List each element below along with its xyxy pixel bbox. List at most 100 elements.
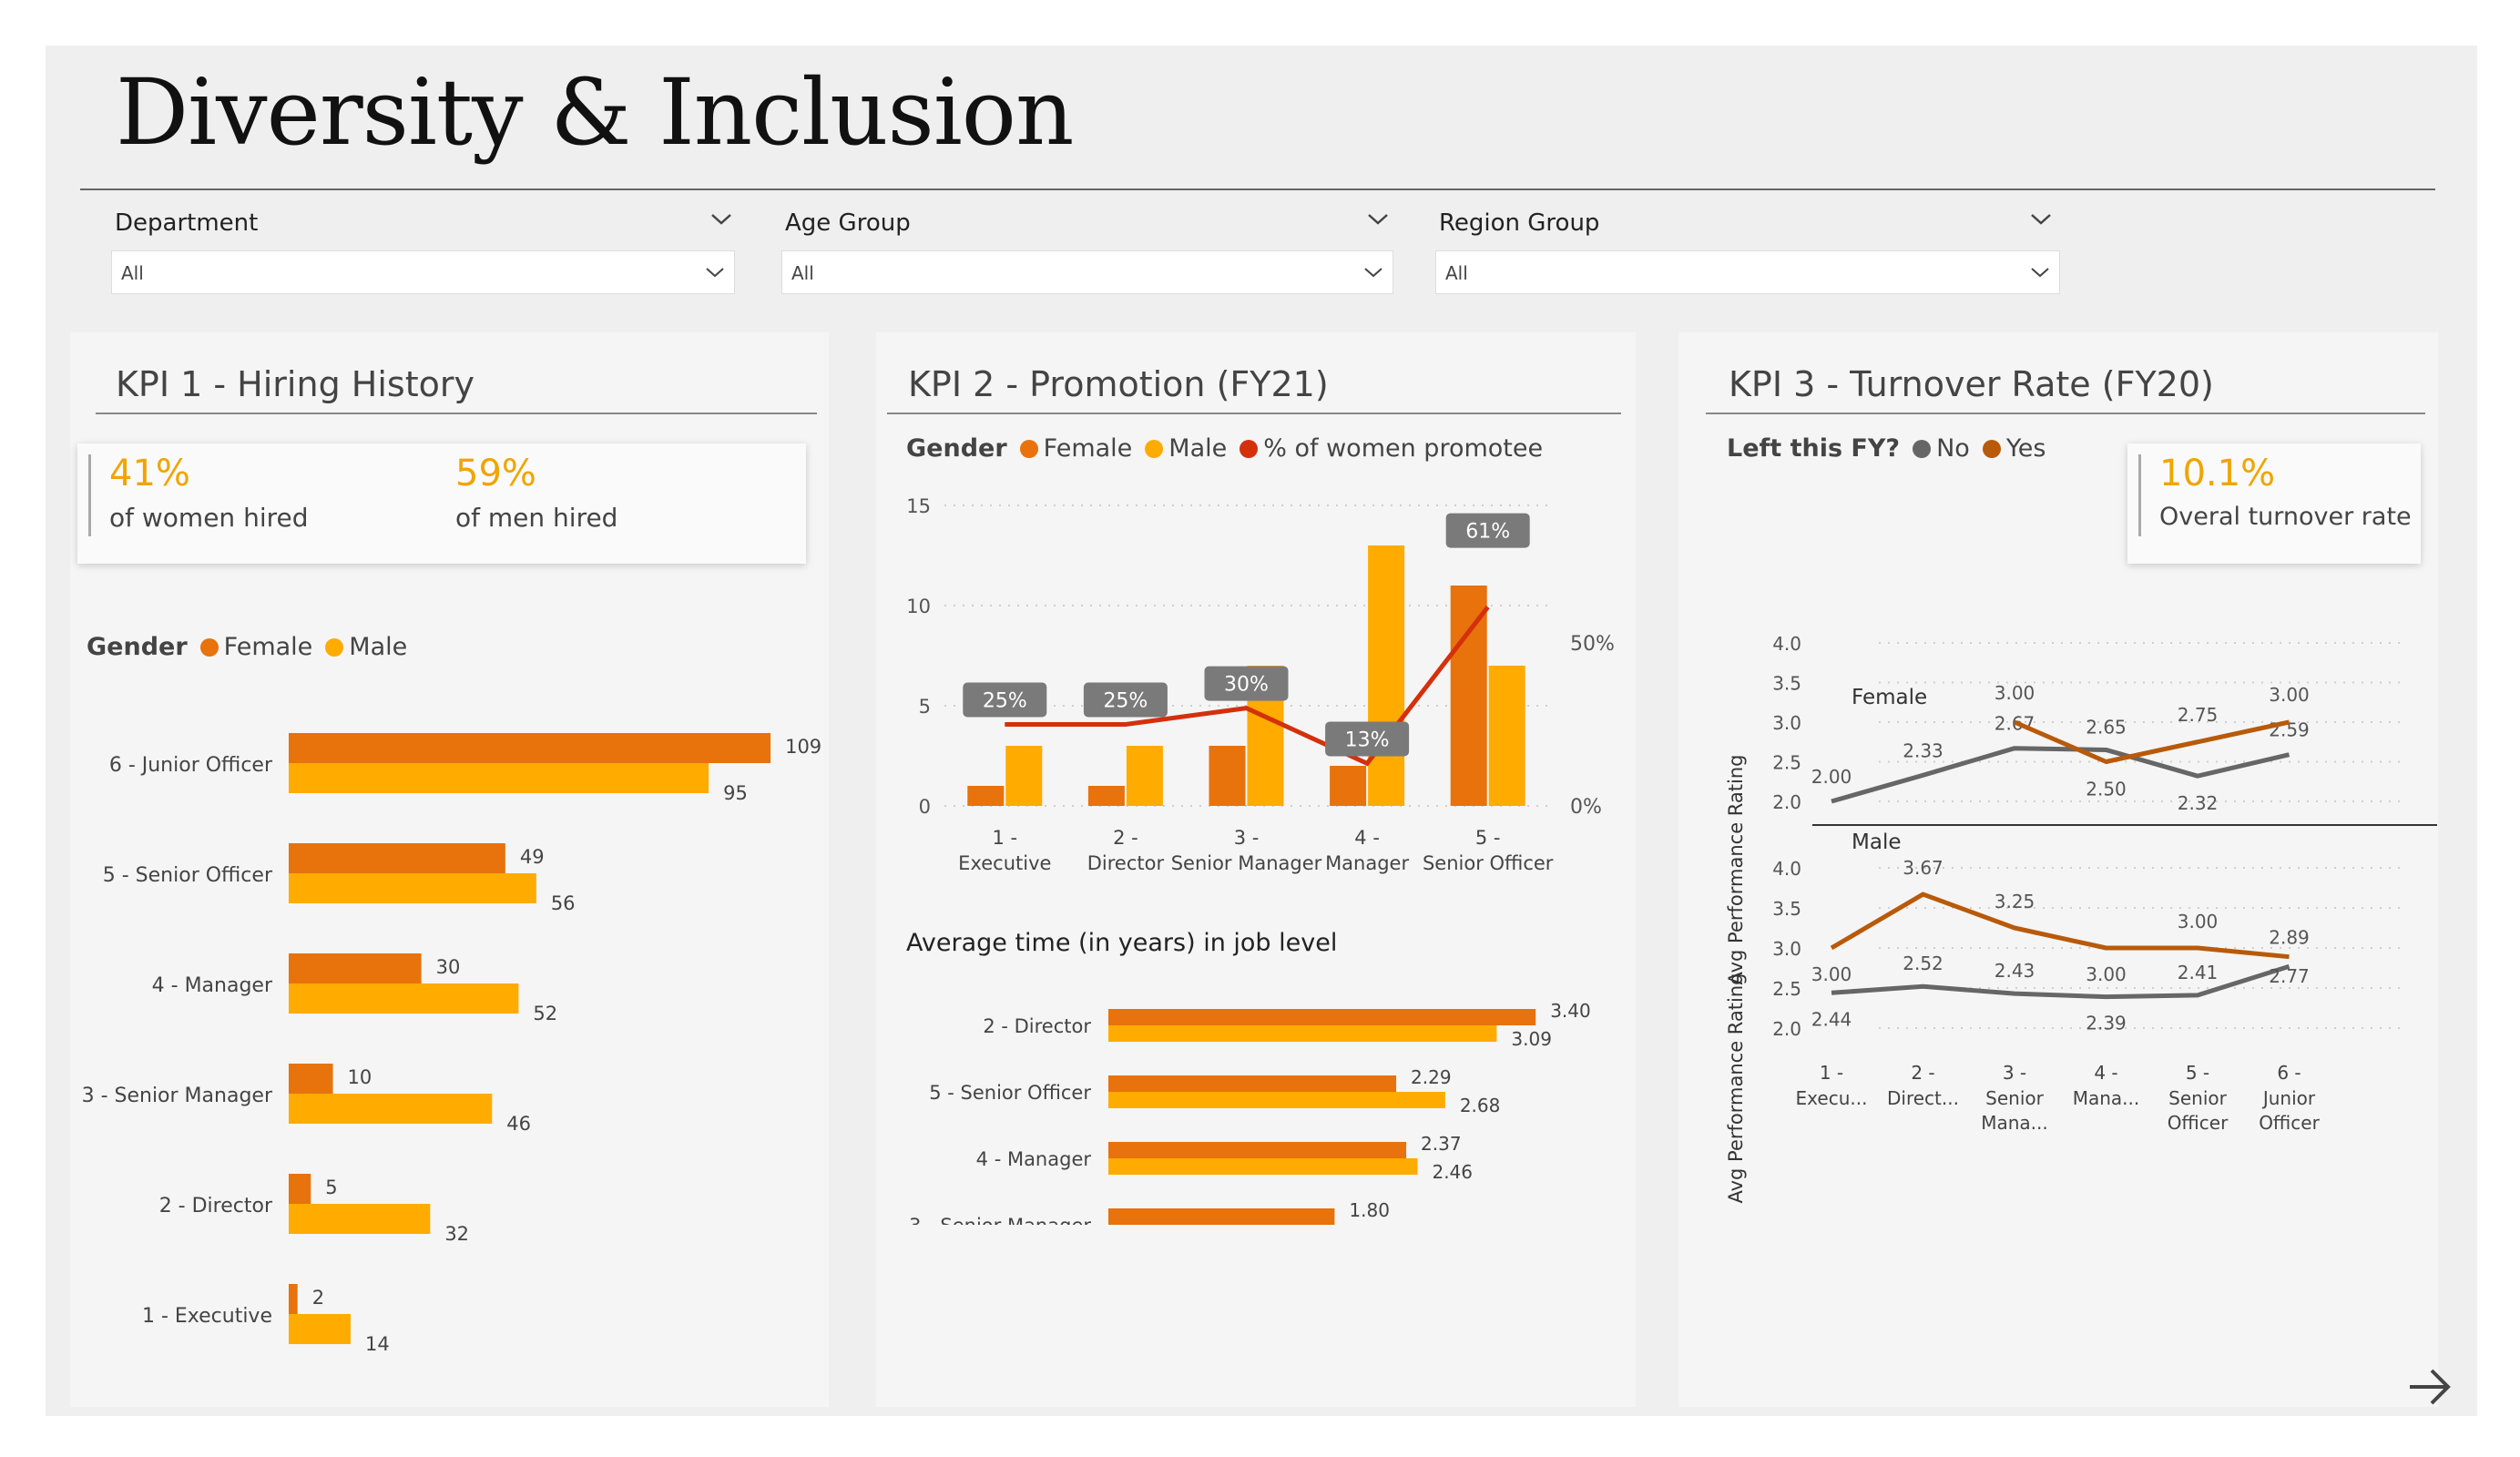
data-label: 10: [348, 1066, 372, 1088]
y-tick-label: 2.5: [1772, 978, 1801, 1000]
y-tick-label: 4.0: [1772, 633, 1801, 655]
avg-time-title: Average time (in years) in job level: [906, 929, 1338, 957]
women-hired-value: 41%: [109, 453, 190, 494]
y-tick-label: 3.0: [1772, 938, 1801, 960]
data-label: 30%: [1224, 674, 1269, 697]
kpi3-panel: KPI 3 - Turnover Rate (FY20) Left this F…: [1678, 332, 2438, 1407]
bar-male: [1108, 1025, 1497, 1042]
x-tick-label: Mana...: [1981, 1112, 2048, 1134]
bar-male: [289, 763, 709, 793]
data-label: 3.00: [1995, 682, 2035, 704]
category-label: 4 - Manager: [152, 974, 273, 997]
data-label: 2.75: [2178, 704, 2219, 726]
kpi1-legend: Gender Female Male: [87, 633, 420, 661]
bar-male: [1126, 746, 1163, 806]
small-multiple-title: Female: [1852, 686, 1927, 709]
title-divider: [80, 188, 2435, 190]
kpi2-panel: KPI 2 - Promotion (FY21) Gender Female Mal…: [876, 332, 1636, 1407]
bar-female: [1209, 746, 1246, 806]
data-label: 2.77: [2269, 965, 2310, 987]
data-label: 30: [436, 956, 461, 978]
bar-male: [1108, 1092, 1445, 1108]
bar-female: [1108, 1142, 1407, 1158]
data-label: 2.65: [2086, 716, 2127, 738]
y-tick-label: 3.0: [1772, 712, 1801, 734]
bar-male: [289, 1094, 493, 1124]
data-label-bg: [1445, 513, 1530, 548]
male-legend-marker: [1145, 440, 1164, 458]
y-tick-label: 3.5: [1772, 898, 1801, 920]
slicer-value: All: [121, 262, 144, 284]
x-tick-label: Senior Officer: [1423, 852, 1554, 874]
panel-title: KPI 2 - Promotion (FY21): [908, 364, 1329, 404]
data-label: 3.25: [1995, 891, 2035, 912]
data-label-bg: [1325, 721, 1410, 757]
panel-divider: [96, 413, 817, 414]
line-no: [1831, 963, 2290, 1000]
bar-female: [289, 843, 505, 873]
chevron-down-icon[interactable]: [1364, 206, 1392, 233]
data-label: 14: [365, 1333, 390, 1355]
slicer-dropdown[interactable]: All: [111, 250, 735, 294]
data-label: 32: [444, 1223, 469, 1245]
data-label: 109: [785, 736, 821, 758]
x-tick-label: Senior: [1985, 1087, 2044, 1109]
legend-female: Female: [223, 633, 313, 661]
slicer-label: Age Group: [785, 209, 911, 237]
bar-female: [1108, 1075, 1397, 1092]
y2-tick-label: 0%: [1570, 796, 1602, 819]
y-tick-label: 5: [919, 696, 931, 718]
turnover-chart: Female 2.0 2.5 3.0 3.5 4.0 Avg Performance Rat…: [1725, 633, 2437, 1204]
x-tick-label: 5 -: [2186, 1062, 2209, 1084]
data-label: 2.43: [1995, 960, 2035, 982]
data-label: 95: [723, 782, 748, 804]
bar-female: [289, 1174, 311, 1204]
y-tick-label: 3.5: [1772, 673, 1801, 695]
x-tick-label: Execu...: [1796, 1087, 1868, 1109]
y-tick-label: 2.0: [1772, 791, 1801, 813]
data-label: 2.50: [2086, 779, 2127, 800]
x-tick-label: 6 -: [2277, 1062, 2301, 1084]
legend-title: Gender: [87, 633, 188, 661]
category-label: 5 - Senior Officer: [929, 1082, 1091, 1104]
y-tick-label: 10: [906, 596, 931, 617]
data-label: 2.68: [1460, 1095, 1501, 1116]
x-tick-label: 2 -: [1113, 827, 1138, 849]
data-label: 2.37: [1421, 1133, 1462, 1155]
x-tick-label: 3 -: [2003, 1062, 2026, 1084]
x-tick-label: 4 -: [2094, 1062, 2117, 1084]
y-tick-label: 15: [906, 495, 931, 517]
data-label: 49: [520, 846, 545, 868]
next-page-arrow-icon[interactable]: [2404, 1364, 2455, 1410]
legend-yes: Yes: [2005, 434, 2046, 463]
data-label-bg: [1083, 682, 1168, 718]
women-hired-label: of women hired: [109, 503, 309, 533]
x-tick-label: Manager: [1325, 852, 1409, 874]
chevron-down-icon[interactable]: [708, 206, 735, 233]
bar-male: [1005, 746, 1043, 806]
data-label: 3.00: [2178, 911, 2219, 932]
small-multiple-title: Male: [1852, 830, 1901, 854]
x-tick-label: 4 -: [1354, 827, 1380, 849]
chevron-down-icon[interactable]: [2027, 206, 2055, 233]
x-tick-label: Mana...: [2073, 1087, 2140, 1109]
panel-title: KPI 1 - Hiring History: [116, 364, 474, 404]
category-label: 2 - Director: [159, 1195, 273, 1218]
slicer-dropdown[interactable]: All: [781, 250, 1393, 294]
data-label: 56: [551, 892, 576, 914]
yes-legend-marker: [1982, 440, 2001, 458]
data-label: 3.00: [1811, 963, 1852, 985]
card-accent: [88, 454, 91, 536]
male-legend-marker: [325, 638, 344, 657]
x-tick-label: Executive: [958, 852, 1051, 874]
legend-title: Left this FY?: [1727, 434, 1901, 463]
panel-divider: [887, 413, 1621, 414]
y-axis-title: Avg Performance Rating: [1725, 973, 1747, 1203]
slicer-dropdown[interactable]: All: [1435, 250, 2060, 294]
y-tick-label: 4.0: [1772, 858, 1801, 880]
bar-female: [1450, 586, 1487, 806]
y-tick-label: 2.0: [1772, 1018, 1801, 1040]
data-label: 52: [533, 1003, 557, 1024]
x-tick-label: Officer: [2168, 1112, 2229, 1134]
data-label: 3.67: [1903, 857, 1944, 879]
